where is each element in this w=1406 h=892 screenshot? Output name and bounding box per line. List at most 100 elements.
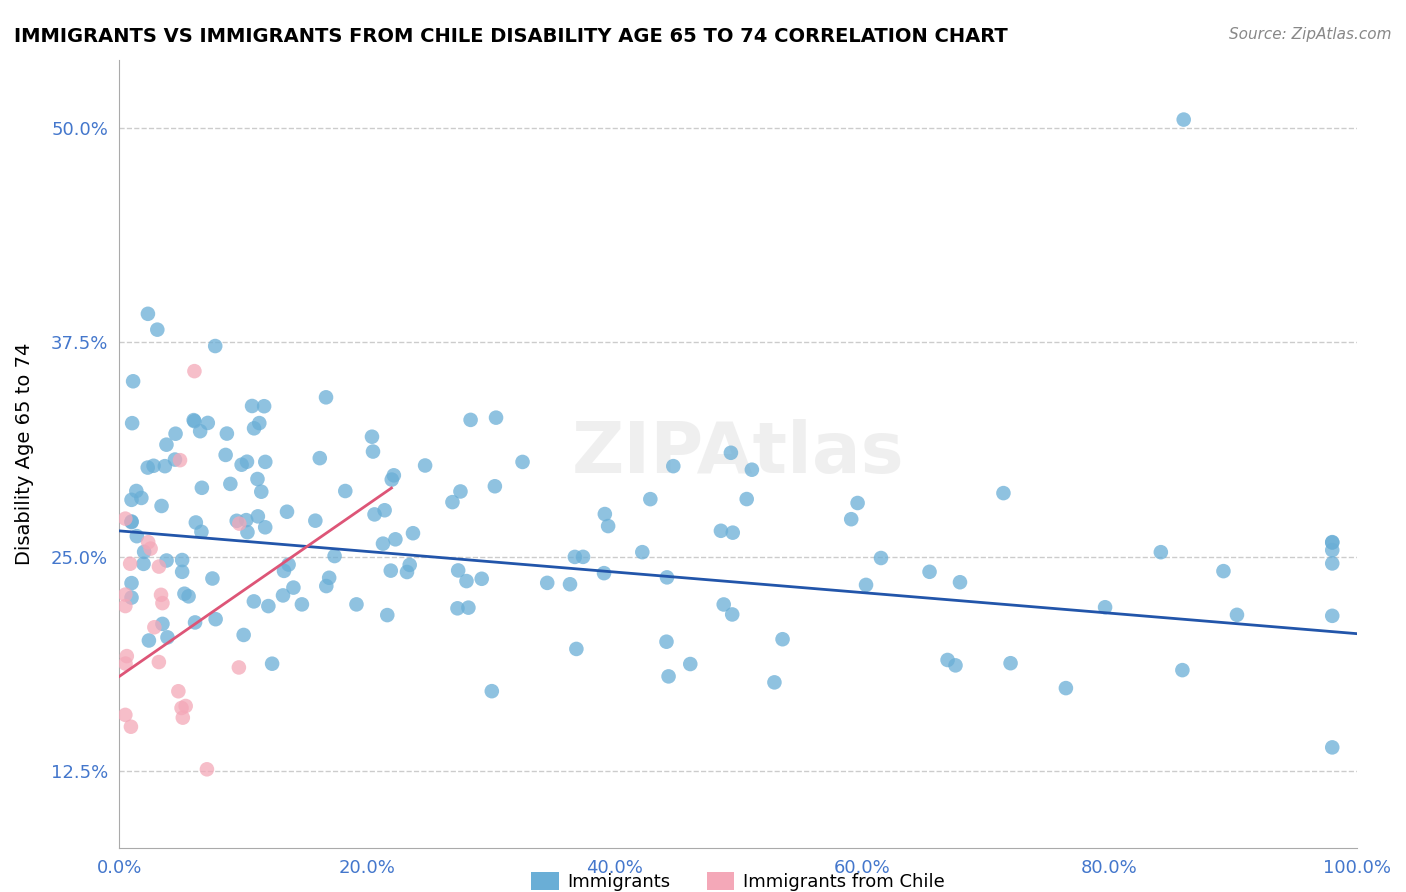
Immigrants from Chile	[148, 559, 170, 574]
Immigrants	[131, 491, 153, 505]
Immigrants	[1150, 545, 1173, 559]
Immigrants	[655, 570, 678, 584]
Immigrants	[190, 524, 212, 539]
Immigrants	[855, 578, 877, 592]
Immigrants	[231, 458, 253, 472]
Immigrants	[121, 416, 143, 430]
Immigrants from Chile	[114, 588, 136, 602]
Immigrants	[380, 564, 402, 578]
Immigrants from Chile	[169, 453, 191, 467]
Immigrants	[395, 565, 418, 579]
Immigrants	[558, 577, 581, 591]
Immigrants	[640, 492, 662, 507]
Immigrants	[183, 413, 205, 427]
Immigrants	[172, 565, 194, 579]
Immigrants	[304, 514, 326, 528]
Immigrants	[763, 675, 786, 690]
Immigrants	[846, 496, 869, 510]
Immigrants from Chile	[115, 649, 138, 664]
Immigrants	[225, 514, 247, 528]
Immigrants	[631, 545, 654, 559]
Immigrants	[215, 426, 238, 441]
Immigrants	[254, 520, 277, 534]
Immigrants	[375, 608, 398, 623]
Immigrants	[1322, 557, 1344, 571]
Immigrants	[710, 524, 733, 538]
Immigrants	[398, 558, 420, 572]
Immigrants	[381, 473, 404, 487]
Immigrants	[679, 657, 702, 671]
Immigrants	[308, 451, 330, 466]
Immigrants	[1322, 740, 1344, 755]
Immigrants from Chile	[170, 701, 193, 715]
Immigrants from Chile	[114, 511, 136, 525]
Immigrants	[243, 421, 266, 435]
Immigrants	[132, 557, 155, 571]
Immigrants	[346, 598, 368, 612]
Immigrants	[335, 483, 357, 498]
Immigrants	[191, 481, 214, 495]
Immigrants	[572, 549, 595, 564]
Immigrants	[152, 616, 174, 631]
Immigrants	[204, 339, 226, 353]
Immigrants	[870, 551, 893, 566]
Immigrants	[184, 615, 207, 630]
Immigrants from Chile	[228, 660, 250, 674]
Immigrants from Chile	[114, 875, 136, 889]
Immigrants	[236, 525, 259, 540]
Immigrants	[121, 576, 143, 591]
Immigrants	[1173, 112, 1195, 127]
Immigrants from Chile	[139, 541, 162, 556]
Immigrants from Chile	[114, 599, 136, 613]
Immigrants	[471, 572, 494, 586]
Immigrants	[1054, 681, 1077, 695]
Immigrants	[188, 424, 211, 438]
Immigrants	[839, 512, 862, 526]
Immigrants	[382, 468, 405, 483]
Immigrants	[183, 414, 205, 428]
Immigrants from Chile	[172, 711, 194, 725]
Immigrants	[250, 484, 273, 499]
Immigrants from Chile	[183, 364, 205, 378]
Immigrants	[772, 632, 794, 647]
Immigrants	[945, 658, 967, 673]
Immigrants	[184, 516, 207, 530]
Immigrants	[318, 571, 340, 585]
Immigrants	[384, 533, 406, 547]
Immigrants	[1094, 600, 1116, 615]
Immigrants from Chile	[120, 720, 142, 734]
Immigrants from Chile	[114, 657, 136, 671]
Immigrants	[456, 574, 478, 588]
Immigrants	[121, 591, 143, 605]
Immigrants	[655, 634, 678, 648]
Immigrants	[1226, 607, 1249, 622]
Immigrants	[257, 599, 280, 613]
Immigrants from Chile	[195, 762, 218, 776]
Immigrants	[219, 476, 242, 491]
Immigrants	[315, 390, 337, 404]
Immigrants	[291, 598, 314, 612]
Immigrants	[485, 410, 508, 425]
Immigrants	[441, 495, 464, 509]
Immigrants	[236, 455, 259, 469]
Immigrants	[156, 631, 179, 645]
Immigrants	[446, 601, 468, 615]
Immigrants	[720, 446, 742, 460]
Immigrants	[402, 526, 425, 541]
Immigrants	[165, 426, 187, 441]
Immigrants	[246, 509, 269, 524]
Immigrants	[243, 594, 266, 608]
Immigrants	[658, 669, 681, 683]
Immigrants	[204, 612, 226, 626]
Immigrants	[134, 545, 156, 559]
Immigrants	[1322, 535, 1344, 549]
Immigrants	[197, 416, 219, 430]
Immigrants	[235, 513, 257, 527]
Immigrants	[481, 684, 503, 698]
Immigrants	[721, 607, 744, 622]
Immigrants	[741, 463, 763, 477]
Immigrants	[121, 515, 143, 529]
Legend: Immigrants, Immigrants from Chile: Immigrants, Immigrants from Chile	[520, 861, 956, 892]
Immigrants	[447, 563, 470, 577]
Immigrants	[1322, 535, 1344, 549]
